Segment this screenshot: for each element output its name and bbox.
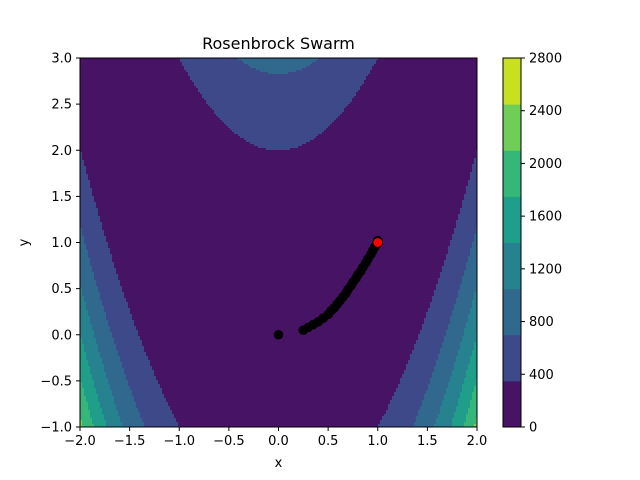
- plot-area: [80, 58, 479, 429]
- y-axis-label: y: [17, 238, 32, 246]
- colorbar-band: [503, 196, 521, 243]
- y-tick-label: 3.0: [51, 52, 72, 67]
- y-tick-label: 0.5: [51, 282, 72, 297]
- contour-field: [80, 58, 479, 429]
- colorbar-tick-label: 1200: [529, 262, 562, 277]
- colorbar-tick-label: 2000: [529, 157, 562, 172]
- y-tick-label: 2.0: [51, 144, 72, 159]
- best-point-marker: [373, 238, 383, 248]
- y-tick-label: −1.0: [40, 421, 72, 436]
- colorbar-tick-label: 400: [529, 368, 554, 383]
- x-axis-label: x: [275, 456, 283, 471]
- colorbar-band: [503, 381, 521, 428]
- chart-title: Rosenbrock Swarm: [202, 34, 355, 53]
- x-tick-label: 1.0: [367, 434, 388, 449]
- colorbar-tick-label: 0: [529, 421, 537, 436]
- colorbar-band: [503, 289, 521, 336]
- y-tick-label: 2.5: [51, 98, 72, 113]
- x-tick-label: −1.5: [114, 434, 146, 449]
- colorbar: 0 400 800 1200 1600 2000 2400 2800: [503, 52, 562, 436]
- x-tick-label: −2.0: [64, 434, 96, 449]
- y-tick-label: 1.5: [51, 190, 72, 205]
- colorbar-band: [503, 58, 521, 105]
- x-tick-label: 2.0: [467, 434, 488, 449]
- y-axis: −1.0 −0.5 0.0 0.5 1.0 1.5 2.0 2.5 3.0: [40, 52, 80, 436]
- colorbar-band: [503, 243, 521, 290]
- y-tick-label: −0.5: [40, 374, 72, 389]
- colorbar-tick-label: 2400: [529, 104, 562, 119]
- y-tick-label: 0.0: [51, 328, 72, 343]
- x-tick-label: 1.5: [417, 434, 438, 449]
- x-tick-label: 0.5: [318, 434, 339, 449]
- colorbar-tick-label: 2800: [529, 52, 562, 67]
- colorbar-band: [503, 104, 521, 151]
- swarm-point: [274, 330, 284, 340]
- colorbar-band: [503, 335, 521, 382]
- x-axis: −2.0 −1.5 −1.0 −0.5 0.0 0.5 1.0 1.5 2.0: [64, 427, 487, 449]
- x-tick-label: 0.0: [268, 434, 289, 449]
- colorbar-band: [503, 150, 521, 197]
- y-tick-label: 1.0: [51, 236, 72, 251]
- x-tick-label: −0.5: [213, 434, 245, 449]
- x-tick-label: −1.0: [163, 434, 195, 449]
- colorbar-tick-label: 800: [529, 315, 554, 330]
- colorbar-tick-label: 1600: [529, 210, 562, 225]
